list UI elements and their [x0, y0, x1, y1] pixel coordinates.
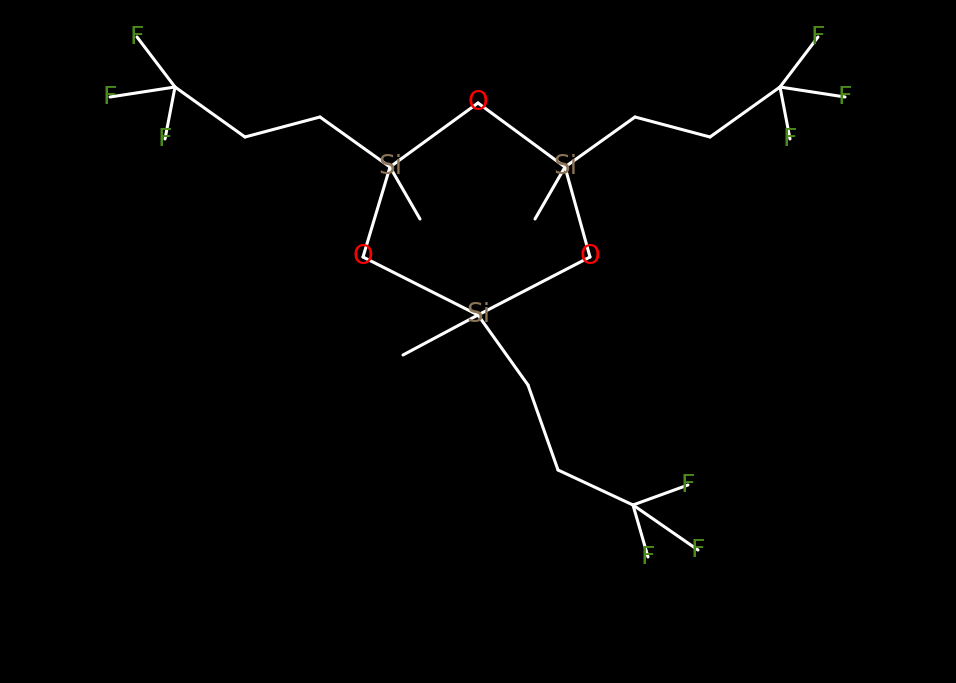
- Text: F: F: [158, 127, 172, 151]
- Text: F: F: [130, 25, 144, 49]
- Text: O: O: [353, 244, 374, 270]
- Text: F: F: [811, 25, 825, 49]
- Text: Si: Si: [466, 302, 490, 328]
- Text: F: F: [837, 85, 852, 109]
- Text: F: F: [783, 127, 797, 151]
- Text: F: F: [102, 85, 118, 109]
- Text: O: O: [467, 90, 489, 116]
- Text: Si: Si: [553, 154, 577, 180]
- Text: F: F: [641, 545, 655, 569]
- Text: Si: Si: [378, 154, 402, 180]
- Text: F: F: [691, 538, 706, 562]
- Text: O: O: [579, 244, 600, 270]
- Text: F: F: [681, 473, 695, 497]
